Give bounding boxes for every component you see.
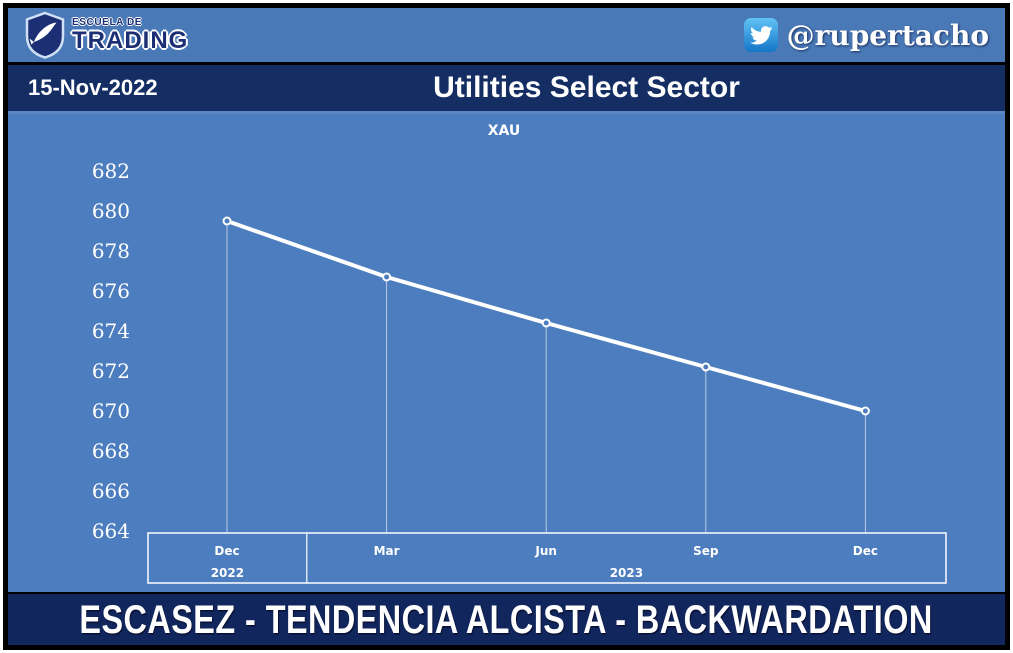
data-point-marker — [222, 216, 232, 226]
y-tick-label: 672 — [92, 359, 130, 383]
y-tick-label: 670 — [92, 399, 130, 423]
twitter-bird-icon — [743, 18, 778, 52]
x-year-label: 2023 — [610, 566, 643, 580]
shield-fish-icon — [25, 11, 65, 59]
footer-banner: ESCASEZ - TENDENCIA ALCISTA - BACKWARDAT… — [8, 592, 1005, 645]
escuela-de-trading-logo: ESCUELA DE TRADING — [24, 11, 188, 59]
x-month-label: Jun — [534, 544, 557, 558]
x-month-label: Dec — [853, 544, 878, 558]
x-month-label: Sep — [693, 544, 719, 558]
y-tick-label: 676 — [92, 279, 130, 303]
banner-text: ESCASEZ - TENDENCIA ALCISTA - BACKWARDAT… — [79, 596, 934, 642]
twitter-handle: @rupertacho — [786, 18, 989, 52]
y-tick-label: 674 — [92, 319, 130, 343]
y-tick-label: 678 — [92, 239, 130, 263]
chart-symbol-label: XAU — [488, 123, 521, 139]
y-tick-label: 680 — [92, 199, 130, 223]
futures-curve-chart: XAU 682 680 678 676 674 672 670 668 666 664 Dec Mar J… — [92, 123, 947, 584]
page-title: Utilities Select Sector — [433, 71, 740, 104]
separator-line — [8, 62, 1005, 65]
poster-frame: ESCUELA DE TRADING @rupertacho 15-Nov-20… — [3, 3, 1010, 650]
logo-line2: TRADING — [72, 26, 189, 54]
chart-area: XAU 682 680 678 676 674 672 670 668 666 664 Dec Mar J… — [8, 114, 1005, 592]
y-tick-label: 664 — [92, 519, 130, 543]
data-point-marker — [541, 318, 551, 328]
data-point-marker — [382, 272, 392, 282]
x-year-label: 2022 — [211, 566, 244, 580]
logo-line1: ESCUELA DE — [72, 16, 143, 28]
y-tick-label: 668 — [92, 439, 130, 463]
data-point-marker — [860, 406, 870, 416]
x-month-label: Mar — [374, 544, 400, 558]
twitter-attribution: @rupertacho — [743, 18, 989, 52]
data-point-marker — [701, 362, 711, 372]
x-month-label: Dec — [214, 544, 239, 558]
date-label: 15-Nov-2022 — [28, 75, 158, 100]
y-tick-label: 682 — [92, 159, 130, 183]
title-bar: 15-Nov-2022 Utilities Select Sector — [8, 65, 1005, 111]
x-axis-box — [147, 532, 947, 584]
logo-text: ESCUELA DE TRADING — [72, 16, 189, 54]
separator-light — [8, 111, 1005, 114]
top-brand-bar: ESCUELA DE TRADING @rupertacho — [8, 8, 1005, 62]
y-tick-label: 666 — [92, 479, 130, 503]
